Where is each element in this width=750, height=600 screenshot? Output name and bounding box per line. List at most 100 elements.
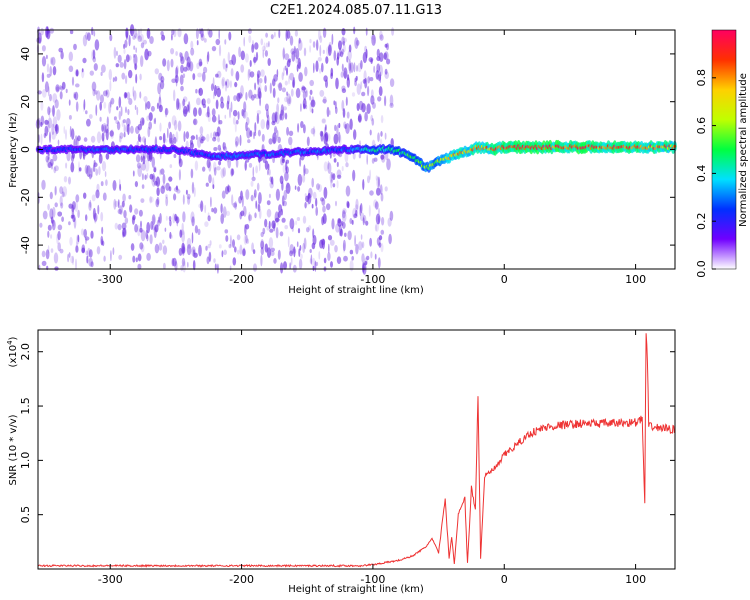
noise-cell	[44, 119, 49, 125]
noise-cell	[355, 75, 358, 81]
noise-cell	[274, 111, 278, 123]
noise-cell	[115, 63, 120, 68]
noise-cell	[286, 93, 291, 105]
noise-cell	[288, 58, 292, 63]
noise-cell	[52, 105, 55, 117]
noise-cell	[121, 72, 126, 80]
noise-cell	[341, 48, 345, 55]
noise-cell	[194, 225, 198, 234]
noise-cell	[304, 168, 309, 175]
noise-cell	[281, 87, 286, 93]
noise-cell	[164, 227, 167, 232]
noise-cell	[361, 241, 365, 249]
noise-cell	[256, 70, 261, 78]
noise-cell	[253, 192, 256, 201]
noise-cell	[289, 262, 292, 270]
noise-cell	[217, 144, 221, 151]
noise-cell	[140, 151, 145, 161]
noise-cell	[63, 126, 66, 134]
noise-cell	[341, 221, 346, 229]
noise-cell	[369, 77, 374, 82]
noise-cell	[160, 168, 165, 175]
noise-cell	[286, 67, 288, 76]
noise-cell	[336, 50, 340, 60]
noise-cell	[384, 68, 388, 75]
noise-cell	[220, 168, 225, 179]
noise-cell	[142, 39, 147, 45]
noise-cell	[333, 50, 337, 61]
noise-cell	[118, 199, 120, 209]
noise-cell	[339, 51, 344, 58]
noise-cell	[137, 133, 141, 142]
noise-cell	[85, 214, 88, 222]
noise-cell	[193, 119, 196, 125]
noise-cell	[322, 98, 327, 104]
noise-cell	[271, 120, 276, 126]
noise-cell	[354, 80, 357, 87]
noise-cell	[154, 243, 160, 254]
noise-cell	[264, 103, 269, 112]
noise-cell	[40, 133, 43, 145]
noise-cell	[92, 88, 96, 97]
noise-cell	[146, 252, 151, 261]
noise-cell	[283, 261, 287, 270]
noise-cell	[378, 242, 382, 248]
noise-cell	[300, 103, 302, 112]
noise-cell	[269, 228, 274, 233]
noise-cell	[324, 131, 329, 142]
noise-cell	[86, 255, 89, 264]
noise-cell	[305, 104, 308, 110]
noise-cell	[386, 58, 391, 65]
noise-cell	[284, 225, 289, 230]
noise-cell	[341, 63, 344, 72]
noise-cell	[344, 124, 347, 130]
noise-cell	[165, 215, 168, 221]
noise-cell	[266, 108, 269, 119]
noise-cell	[193, 187, 196, 198]
noise-cell	[222, 141, 225, 150]
noise-cell	[171, 115, 177, 126]
noise-cell	[294, 30, 298, 37]
noise-cell	[165, 194, 168, 199]
noise-cell	[124, 217, 129, 225]
noise-cell	[101, 226, 104, 235]
noise-cell	[185, 189, 188, 195]
noise-cell	[192, 260, 196, 271]
noise-cell	[268, 40, 270, 48]
noise-cell	[326, 133, 331, 142]
noise-cell	[159, 93, 161, 103]
noise-cell	[268, 237, 274, 249]
noise-cell	[369, 129, 372, 136]
noise-cell	[125, 106, 127, 114]
noise-cell	[85, 250, 89, 256]
noise-cell	[159, 122, 162, 132]
noise-cell	[102, 90, 108, 97]
noise-cell	[232, 257, 237, 266]
noise-cell	[114, 222, 119, 230]
noise-cell	[357, 62, 362, 73]
noise-cell	[277, 249, 281, 260]
noise-cell	[100, 181, 104, 187]
noise-cell	[277, 211, 281, 219]
noise-cell	[387, 217, 392, 227]
noise-cell	[263, 42, 266, 51]
noise-cell	[52, 206, 56, 218]
noise-cell	[60, 51, 64, 60]
noise-cell	[225, 235, 229, 242]
noise-cell	[210, 83, 214, 91]
noise-cell	[354, 235, 356, 247]
noise-cell	[271, 220, 276, 229]
noise-cell	[222, 206, 227, 218]
noise-cell	[146, 101, 151, 110]
x-tick-label: 0	[501, 273, 508, 286]
noise-cell	[70, 154, 75, 163]
noise-cell	[45, 155, 49, 163]
noise-cell	[373, 199, 378, 208]
noise-cell	[126, 91, 131, 100]
noise-cell	[247, 139, 251, 144]
noise-cell	[137, 225, 141, 237]
noise-cell	[329, 239, 335, 246]
noise-cell	[173, 136, 177, 144]
noise-cell	[328, 41, 333, 53]
noise-cell	[260, 231, 264, 238]
